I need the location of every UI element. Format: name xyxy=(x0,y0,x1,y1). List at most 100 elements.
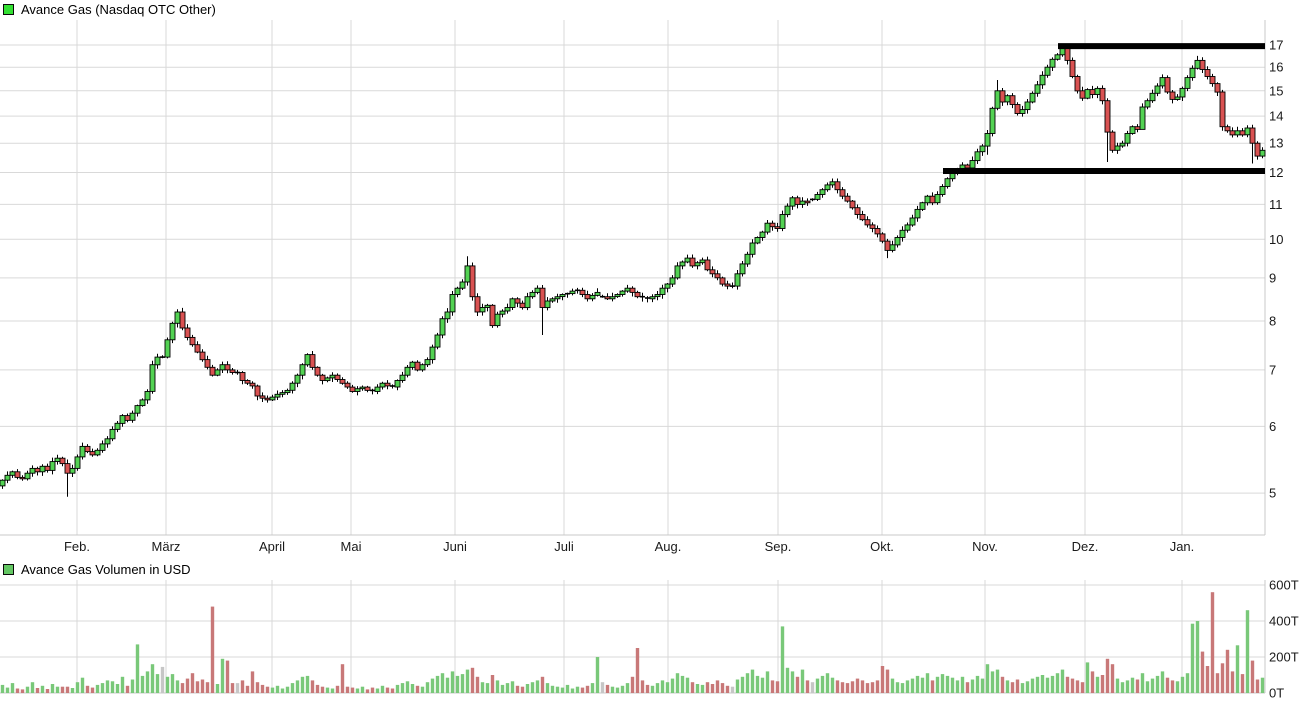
volume-bar xyxy=(795,676,800,693)
candle-body xyxy=(1159,77,1166,87)
volume-axis-label: 0T xyxy=(1269,686,1284,701)
candle-body xyxy=(184,327,191,338)
volume-bar xyxy=(990,671,995,693)
volume-bar xyxy=(680,675,685,693)
volume-bar xyxy=(945,675,950,693)
candle-body xyxy=(904,224,911,231)
candle-body xyxy=(424,359,431,366)
candle-body xyxy=(1124,133,1131,144)
candle-body xyxy=(294,374,301,384)
volume-bar xyxy=(265,686,270,693)
volume-bar xyxy=(75,682,80,693)
volume-bar xyxy=(565,684,570,693)
volume-bar xyxy=(1180,676,1185,693)
candle-body xyxy=(1079,90,1086,99)
volume-bar xyxy=(1075,680,1080,693)
candle-body xyxy=(464,265,471,283)
candle-body xyxy=(404,366,411,376)
volume-bar xyxy=(300,676,305,693)
volume-bar xyxy=(885,669,890,693)
candle-body xyxy=(154,356,161,366)
month-label: April xyxy=(259,539,285,554)
candle-body xyxy=(9,471,16,476)
candle-body xyxy=(19,476,26,480)
volume-bar xyxy=(0,684,5,693)
candle-body xyxy=(254,385,261,397)
volume-bar xyxy=(495,680,500,693)
candle-body xyxy=(754,237,761,244)
volume-bar xyxy=(935,676,940,693)
volume-bar xyxy=(955,680,960,693)
volume-bar xyxy=(585,685,590,693)
volume-bar xyxy=(410,684,415,693)
volume-bar xyxy=(920,677,925,693)
candle-body xyxy=(594,291,601,296)
candle-body xyxy=(974,151,981,162)
candle-body xyxy=(249,382,256,387)
price-axis-label: 10 xyxy=(1269,232,1283,247)
volume-bar xyxy=(80,677,85,693)
candle-body xyxy=(774,226,781,229)
candle-body xyxy=(1184,77,1191,89)
volume-bar xyxy=(520,686,525,693)
volume-bar xyxy=(295,680,300,693)
candle-body xyxy=(769,222,776,228)
candle-body xyxy=(894,237,901,246)
month-label: Sep. xyxy=(765,539,792,554)
month-label: Aug. xyxy=(655,539,682,554)
candle-body xyxy=(624,287,631,292)
candle-body xyxy=(694,262,701,267)
volume-bar xyxy=(120,676,125,693)
volume-bar xyxy=(940,674,945,693)
volume-bar xyxy=(1005,680,1010,693)
candle-body xyxy=(719,277,726,285)
volume-bar xyxy=(720,683,725,693)
volume-bar xyxy=(910,678,915,693)
volume-axis-label: 200T xyxy=(1269,650,1299,665)
volume-bar xyxy=(290,683,295,693)
candle-doji-dash xyxy=(575,289,580,292)
volume-bar xyxy=(805,680,810,693)
volume-bar xyxy=(1060,669,1065,693)
candle-body xyxy=(1144,100,1151,108)
candle-body xyxy=(1229,130,1236,136)
candle-body xyxy=(884,240,891,251)
volume-bar xyxy=(390,688,395,693)
candle-doji-dash xyxy=(600,295,605,298)
volume-bar xyxy=(500,684,505,693)
volume-bar xyxy=(225,660,230,693)
candle-body xyxy=(514,298,521,304)
volume-bar xyxy=(195,681,200,693)
candle-body xyxy=(534,287,541,293)
volume-bar xyxy=(160,666,165,693)
volume-bar xyxy=(835,680,840,693)
candle-body xyxy=(1119,142,1126,147)
candle-doji-dash xyxy=(390,385,395,387)
candle-body xyxy=(1014,104,1021,114)
candle-body xyxy=(399,374,406,381)
price-axis-label: 11 xyxy=(1269,197,1283,212)
candle-body xyxy=(634,291,641,298)
candle-body xyxy=(384,382,391,387)
volume-bar xyxy=(1025,681,1030,693)
volume-bar xyxy=(535,680,540,693)
candle-body xyxy=(1154,85,1161,94)
volume-bar xyxy=(550,685,555,693)
volume-bar xyxy=(1200,651,1205,693)
volume-bar xyxy=(15,688,20,693)
volume-bar xyxy=(650,685,655,693)
candle-body xyxy=(469,265,476,298)
volume-bar xyxy=(710,684,715,693)
volume-bar xyxy=(570,688,575,693)
volume-bar xyxy=(440,673,445,693)
candle-body xyxy=(484,304,491,308)
candle-body xyxy=(844,195,851,202)
candle-body xyxy=(309,354,316,368)
price-legend-square-icon xyxy=(3,4,14,15)
volume-bar xyxy=(105,680,110,693)
volume-bar xyxy=(895,682,900,693)
volume-bar xyxy=(830,677,835,693)
candle-body xyxy=(1209,76,1216,85)
candle-body xyxy=(804,200,811,204)
volume-bar xyxy=(815,678,820,693)
